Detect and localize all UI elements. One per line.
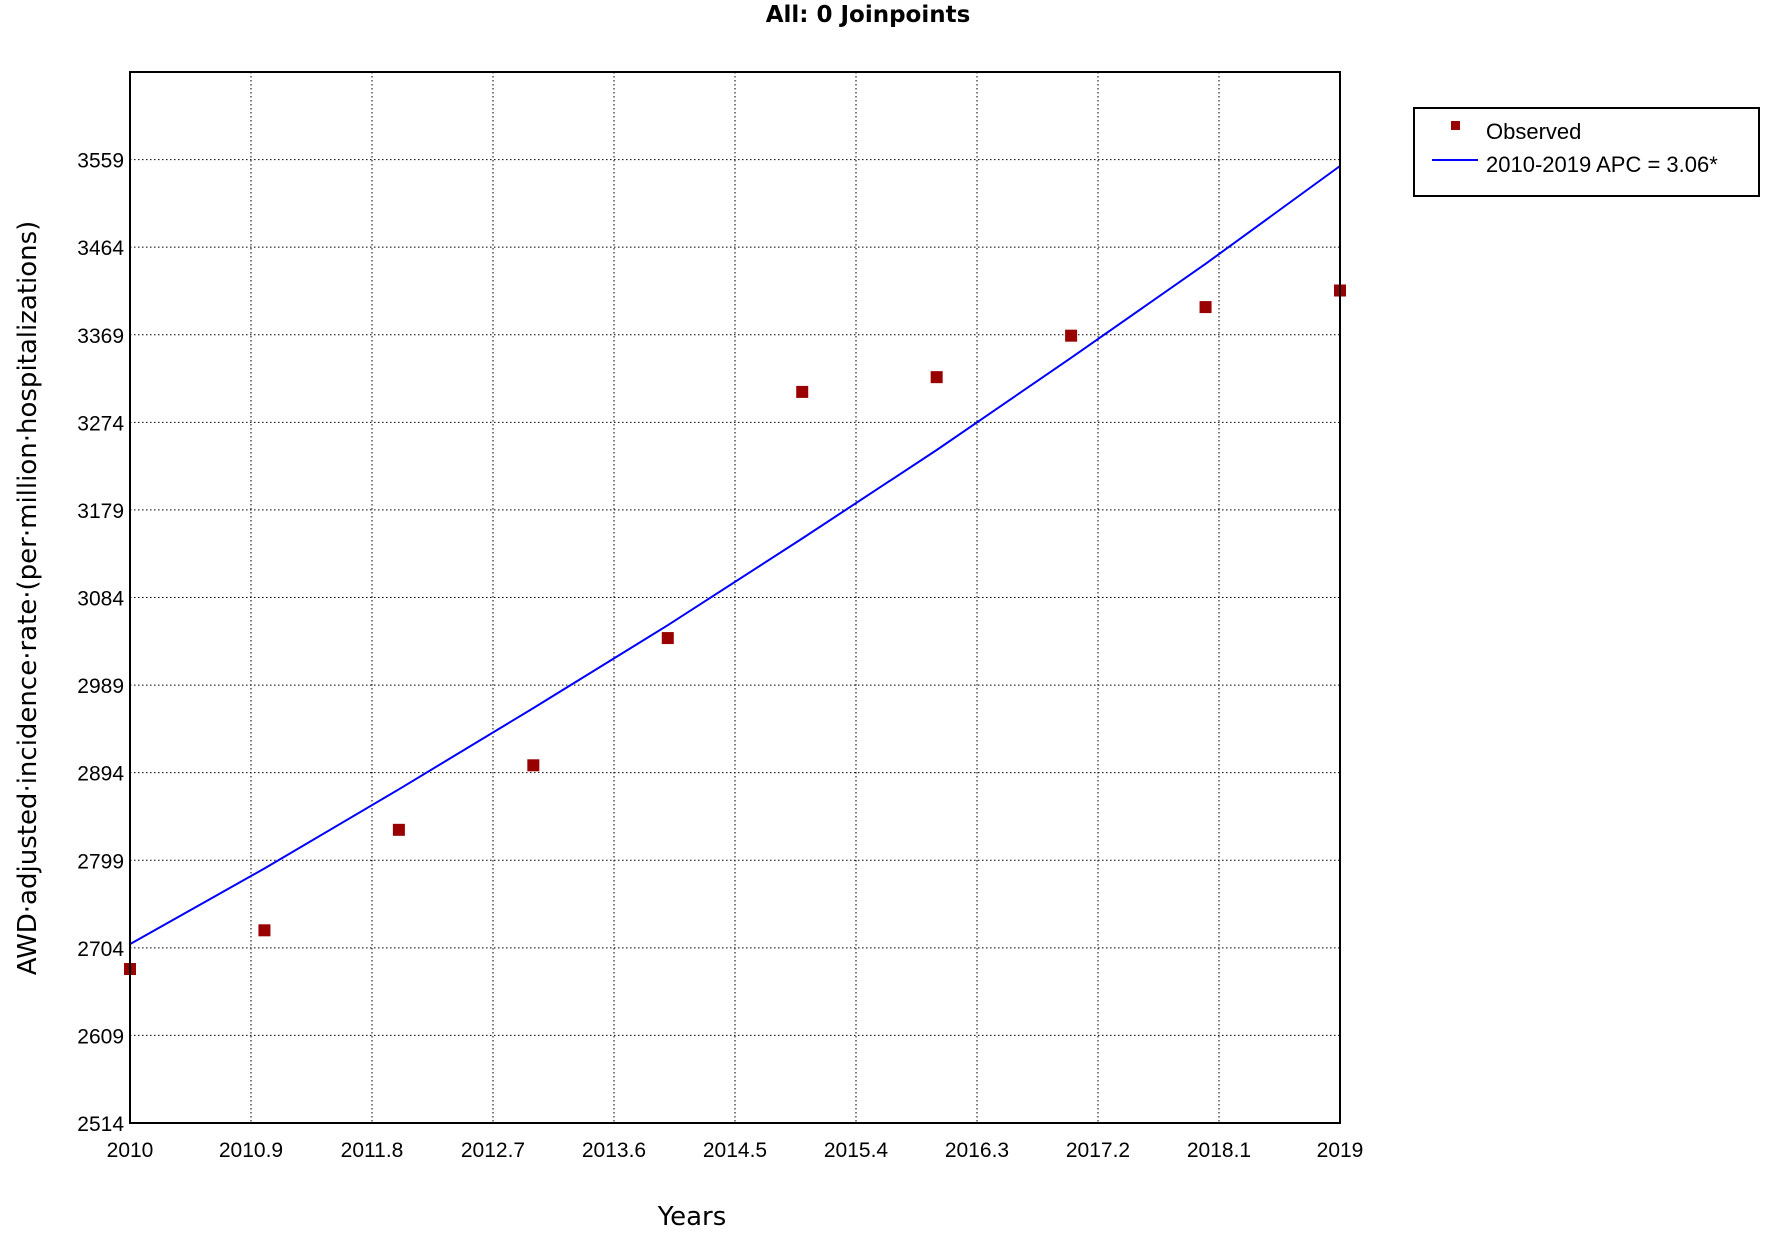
observed-point <box>527 759 540 772</box>
x-tick-label: 2016.3 <box>945 1139 1009 1162</box>
x-tick-label: 2010 <box>107 1139 154 1162</box>
y-axis-label: AWD·adjusted·incidence·rate·(per·million… <box>13 221 43 976</box>
y-tick-label: 3369 <box>77 325 124 348</box>
x-tick-label: 2010.9 <box>219 1139 283 1162</box>
chart-title: All: 0 Joinpoints <box>766 2 971 28</box>
x-tick-label: 2014.5 <box>703 1139 767 1162</box>
x-tick-labels: 2010 2010.9 2011.8 2012.7 2013.6 2014.5 2015.4… <box>107 1139 1364 1162</box>
y-tick-label: 3464 <box>77 237 124 260</box>
y-tick-labels: 2514 2609 2704 2799 2894 2989 3084 3179 3274 3369… <box>77 150 124 1136</box>
y-tick-label: 3274 <box>77 412 124 435</box>
x-tick-label: 2011.8 <box>341 1139 404 1162</box>
y-tick-label: 3559 <box>77 150 124 173</box>
fit-line-layer <box>129 165 1341 945</box>
y-tick-label: 2514 <box>77 1113 124 1136</box>
y-tick-label: 3084 <box>77 588 124 611</box>
legend-box <box>1413 107 1760 197</box>
plot-frame <box>129 71 1341 1124</box>
legend: Observed 2010-2019 APC = 3.06* <box>1413 107 1760 197</box>
x-tick-label: 2019 <box>1317 1139 1364 1162</box>
legend-observed-marker <box>1451 121 1460 130</box>
observed-points-layer <box>124 284 1346 976</box>
observed-point <box>661 632 674 645</box>
y-tick-label: 2989 <box>77 675 124 698</box>
fit-line <box>129 165 1341 945</box>
x-axis-label: Years <box>657 1202 727 1232</box>
observed-point <box>930 371 943 384</box>
observed-point <box>258 924 271 937</box>
x-tick-label: 2012.7 <box>461 1139 525 1162</box>
x-tick-label: 2013.6 <box>582 1139 646 1162</box>
observed-point <box>1065 329 1078 342</box>
x-tick-label: 2018.1 <box>1187 1139 1251 1162</box>
x-tick-label: 2017.2 <box>1066 1139 1130 1162</box>
observed-point <box>796 385 809 398</box>
observed-point <box>392 823 405 836</box>
legend-fit-label: 2010-2019 APC = 3.06* <box>1486 152 1718 177</box>
y-tick-label: 2609 <box>77 1025 124 1048</box>
legend-observed-label: Observed <box>1486 119 1581 144</box>
y-tick-label: 3179 <box>77 500 124 523</box>
x-tick-label: 2015.4 <box>824 1139 889 1162</box>
y-tick-label: 2799 <box>77 850 124 873</box>
grid-lines <box>130 72 1340 1123</box>
y-tick-label: 2704 <box>77 938 124 961</box>
y-tick-label: 2894 <box>77 763 124 786</box>
observed-point <box>1199 301 1212 314</box>
